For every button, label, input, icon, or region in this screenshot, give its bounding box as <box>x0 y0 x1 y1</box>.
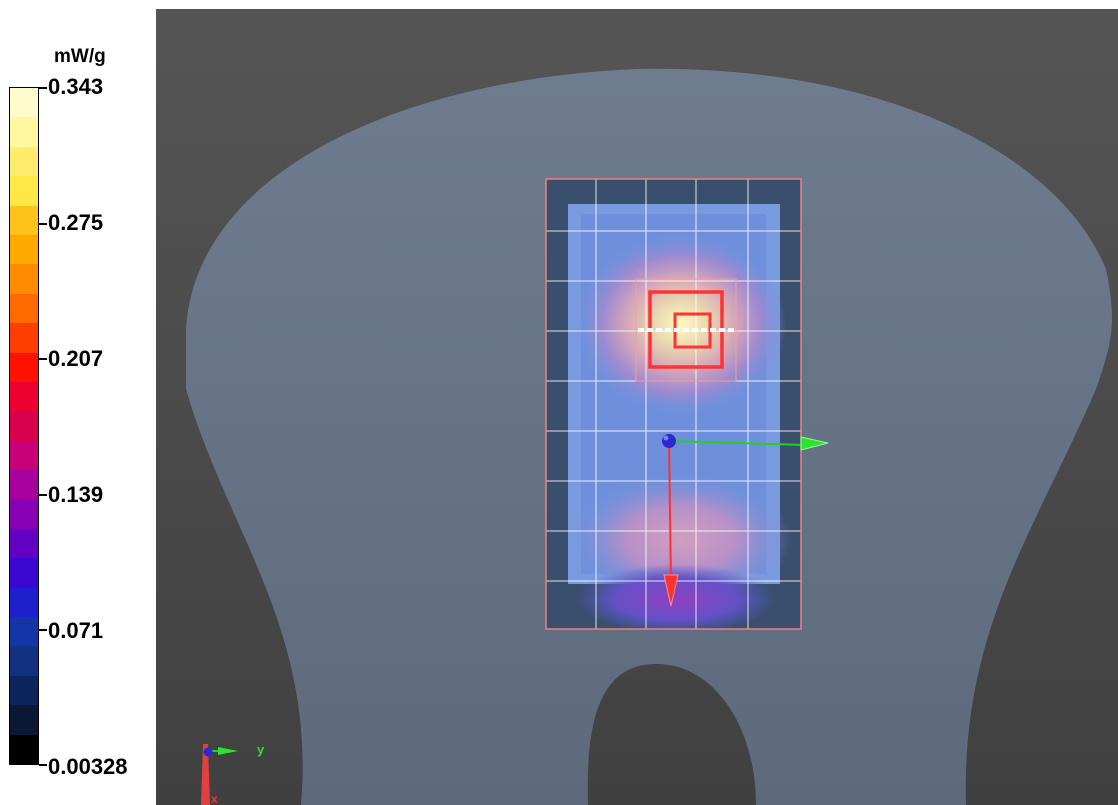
color-band-11 <box>10 411 38 441</box>
area-scan-border <box>545 178 802 630</box>
color-band-21 <box>10 705 38 735</box>
color-band-12 <box>10 440 38 471</box>
coordinate-axes-3d <box>662 434 829 607</box>
color-band-5 <box>10 234 38 265</box>
color-band-14 <box>10 499 38 529</box>
tick-label-5: 0.071 <box>48 618 104 643</box>
tick-label-2: 0.275 <box>48 210 104 235</box>
color-band-8 <box>10 323 38 353</box>
tick-label-max: 0.343 <box>48 74 104 99</box>
3d-viewport[interactable]: y x <box>156 9 1118 805</box>
tick-label-3: 0.207 <box>48 346 104 371</box>
axis-orientation-gizmo: y x <box>201 742 265 805</box>
color-band-7 <box>10 293 38 324</box>
tick-mark-071 <box>39 629 47 631</box>
color-band-16 <box>10 558 38 588</box>
color-band-9 <box>10 352 38 382</box>
color-band-6 <box>10 264 38 294</box>
unit-label: mW/g <box>54 46 106 67</box>
color-band-17 <box>10 587 38 618</box>
color-scale-bar <box>9 87 39 765</box>
color-band-15 <box>10 528 38 559</box>
color-scale-legend: mW/g 0.343 0.275 0.207 0.139 0.071 0.003… <box>0 0 156 805</box>
tick-mark-275 <box>39 223 47 225</box>
gizmo-y-label: y <box>257 742 265 757</box>
color-band-18 <box>10 617 38 647</box>
color-band-19 <box>10 646 38 676</box>
color-band-22 <box>10 734 38 764</box>
tick-mark-207 <box>39 358 47 360</box>
color-band-2 <box>10 146 38 177</box>
sar-distribution-area <box>546 179 801 634</box>
gizmo-x-label: x <box>211 792 218 805</box>
tick-mark-00328 <box>39 764 47 766</box>
tick-label-min: 0.00328 <box>48 754 128 779</box>
tick-mark-139 <box>39 494 47 496</box>
zoom-scan-region <box>635 278 737 382</box>
color-band-4 <box>10 205 38 235</box>
tick-label-4: 0.139 <box>48 482 104 507</box>
tick-mark-343 <box>39 87 47 89</box>
color-band-0 <box>10 88 38 118</box>
color-band-3 <box>10 176 38 206</box>
color-band-10 <box>10 381 38 412</box>
color-band-20 <box>10 675 38 706</box>
color-band-13 <box>10 470 38 500</box>
color-band-1 <box>10 117 38 147</box>
